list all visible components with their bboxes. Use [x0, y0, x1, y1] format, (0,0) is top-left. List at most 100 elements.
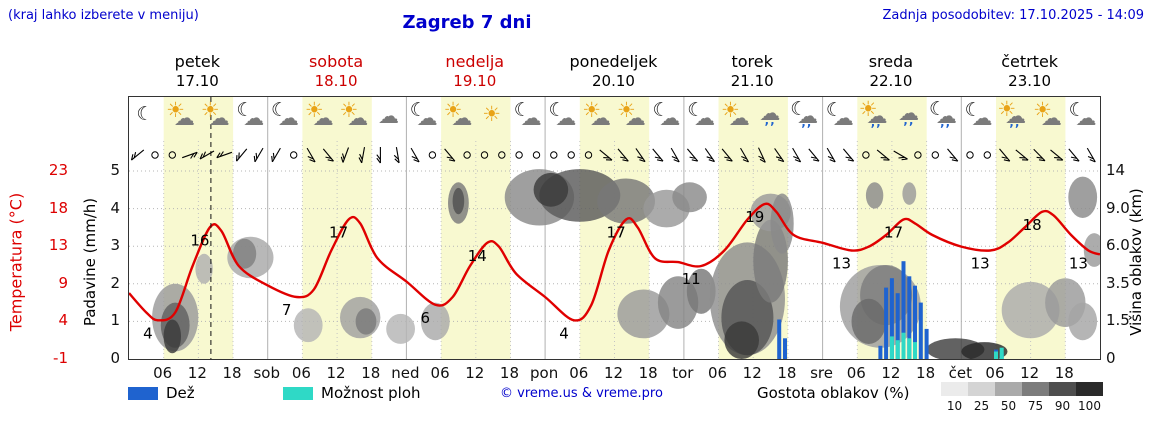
svg-text:17: 17 — [607, 224, 626, 242]
day-date: 18.10 — [314, 72, 358, 90]
precip-tick: 5 — [110, 161, 120, 179]
x-hour-label: 12 — [603, 364, 624, 382]
day-name: petek — [174, 52, 221, 71]
precip-tick: 1 — [110, 311, 120, 330]
day-date: 17.10 — [175, 72, 219, 90]
cloud-height-tick: 3.5 — [1106, 273, 1130, 292]
x-hour-label: 06 — [291, 364, 311, 382]
density-swatch — [995, 382, 1022, 396]
rain-legend-swatch — [128, 387, 158, 400]
temp-tick: 23 — [48, 161, 68, 179]
day-date: 19.10 — [453, 72, 497, 90]
temp-tick: 9 — [58, 273, 68, 292]
x-hour-label: 12 — [881, 364, 901, 382]
day-header: sobota 18.10 — [267, 52, 406, 91]
x-hour-label: 12 — [1020, 364, 1040, 382]
svg-text:11: 11 — [682, 270, 701, 288]
day-name: ponedeljek — [569, 52, 658, 71]
day-name: torek — [731, 52, 773, 71]
day-header: ponedeljek 20.10 — [544, 52, 683, 91]
x-hour-label: 12 — [187, 364, 207, 382]
x-day-label: sob — [253, 364, 280, 382]
chart-canvas: 4 16 7 17 6 14 4 17 11 19 13 17 13 18 13 — [129, 97, 1100, 359]
svg-text:18: 18 — [1023, 216, 1042, 234]
x-hour-label: 06 — [430, 364, 450, 382]
svg-text:7: 7 — [282, 301, 292, 319]
svg-text:17: 17 — [884, 224, 903, 242]
copyright-link[interactable]: © vreme.us & vreme.pro — [500, 386, 663, 401]
temperature-axis-label: Temperatura (°C) — [6, 192, 26, 332]
x-hour-label: 18 — [499, 364, 519, 382]
density-swatch — [1076, 382, 1103, 396]
temp-tick: 13 — [48, 236, 68, 255]
cloud-height-tick: 6.0 — [1106, 236, 1130, 255]
x-hour-label: 06 — [846, 364, 866, 382]
precip-tick: 2 — [110, 273, 120, 292]
density-swatch — [1022, 382, 1049, 396]
cloud-height-tick: 0 — [1106, 349, 1116, 367]
location-menu-hint: (kraj lahko izberete v meniju) — [8, 8, 199, 23]
last-updated: Zadnja posodobitev: 17.10.2025 - 14:09 — [882, 8, 1144, 23]
x-day-label: sre — [810, 364, 834, 382]
svg-text:19: 19 — [745, 208, 764, 226]
svg-text:17: 17 — [329, 224, 348, 242]
chart-plot-area: 4 16 7 17 6 14 4 17 11 19 13 17 13 18 13 ☾ ☀ ☁ ☀ ☁ ☾ ☁ ☾ ☁ ☀ ☁ ☀ ☁… — [128, 96, 1101, 360]
x-hour-label: 18 — [638, 364, 658, 382]
svg-text:4: 4 — [559, 324, 569, 342]
x-hour-label: 12 — [465, 364, 485, 382]
density-tick: 100 — [1078, 399, 1101, 413]
day-header: četrtek 23.10 — [960, 52, 1099, 91]
day-name: četrtek — [1001, 52, 1059, 71]
density-tick: 25 — [973, 399, 990, 413]
x-day-label: ned — [391, 364, 420, 382]
precip-tick: 3 — [110, 236, 120, 255]
temp-tick: -1 — [53, 349, 68, 367]
x-day-label: pon — [530, 364, 559, 382]
day-header: petek 17.10 — [128, 52, 267, 91]
density-swatch — [968, 382, 995, 396]
cloud-height-tick: 1.5 — [1106, 311, 1130, 330]
rain-legend-label: Dež — [166, 384, 195, 402]
cloud-height-tick: 9.0 — [1106, 198, 1130, 217]
density-tick: 10 — [946, 399, 963, 413]
page-title: Zagreb 7 dni — [402, 12, 532, 33]
density-tick: 90 — [1054, 399, 1071, 413]
temp-tick: 18 — [48, 198, 68, 217]
day-name: sreda — [868, 52, 914, 71]
x-hour-label: 12 — [326, 364, 346, 382]
cloud-height-tick: 14 — [1106, 161, 1126, 179]
svg-text:16: 16 — [190, 231, 209, 249]
x-hour-label: 06 — [569, 364, 589, 382]
day-date: 21.10 — [730, 72, 774, 90]
day-header: sreda 22.10 — [822, 52, 961, 91]
x-hour-label: 06 — [153, 364, 173, 382]
day-header: torek 21.10 — [683, 52, 822, 91]
day-name: sobota — [308, 52, 364, 71]
x-hour-label: 18 — [777, 364, 797, 382]
day-name: nedelja — [445, 52, 505, 71]
day-date: 22.10 — [869, 72, 913, 90]
x-day-label: čet — [948, 364, 972, 382]
density-swatch — [1049, 382, 1076, 396]
x-day-label: tor — [672, 364, 694, 382]
temp-tick: 4 — [58, 311, 68, 330]
x-hour-label: 18 — [916, 364, 936, 382]
day-header: nedelja 19.10 — [405, 52, 544, 91]
day-date: 20.10 — [592, 72, 635, 90]
svg-text:14: 14 — [468, 247, 487, 265]
showers-legend-label: Možnost ploh — [321, 384, 421, 402]
x-hour-label: 12 — [742, 364, 762, 382]
x-hour-label: 18 — [1054, 364, 1074, 382]
x-hour-label: 06 — [985, 364, 1005, 382]
x-hour-label: 18 — [222, 364, 242, 382]
density-tick: 50 — [1000, 399, 1017, 413]
showers-legend-swatch — [283, 387, 313, 400]
cloud-density-legend-label: Gostota oblakov (%) — [757, 384, 910, 402]
svg-text:4: 4 — [143, 324, 153, 342]
precipitation-axis-label: Padavine (mm/h) — [81, 197, 99, 327]
density-tick: 75 — [1027, 399, 1044, 413]
day-date: 23.10 — [1008, 72, 1052, 90]
precip-tick: 4 — [110, 198, 120, 217]
x-hour-label: 18 — [361, 364, 381, 382]
